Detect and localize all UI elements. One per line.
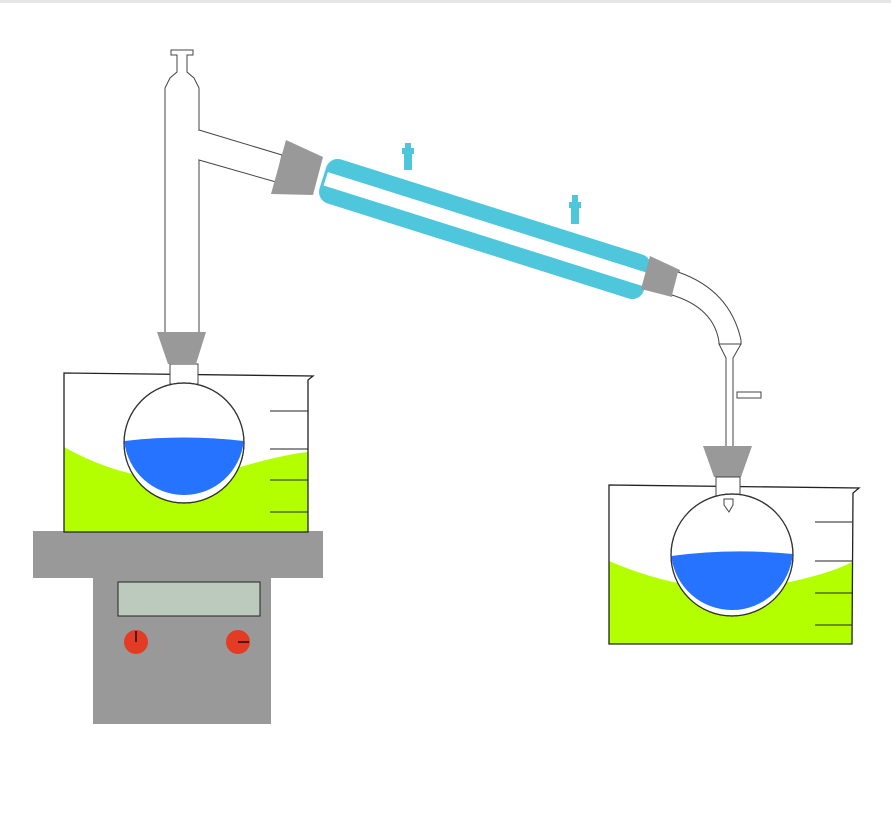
water-inlet-top <box>402 143 414 170</box>
joint-receiver <box>703 446 752 477</box>
beaker-outline-left <box>63 372 315 533</box>
heating-plate-top <box>33 531 323 578</box>
joint-condenser-inlet <box>271 140 323 195</box>
beaker-graduations-right <box>815 521 852 626</box>
knob-left[interactable] <box>124 630 148 654</box>
condenser-inner-tube <box>323 172 647 286</box>
still-head <box>157 49 323 364</box>
vacuum-port <box>736 391 762 399</box>
thermometer-adapter <box>164 49 200 335</box>
side-arm <box>198 129 283 183</box>
knob-right[interactable] <box>226 630 250 654</box>
flask-liquid-right <box>671 551 793 611</box>
receiver-adapter <box>671 271 762 513</box>
flask-neck-left <box>169 363 199 385</box>
heating-plate-display <box>117 581 261 617</box>
water-outlet <box>569 195 581 224</box>
heating-plate <box>33 531 323 724</box>
distilling-flask <box>123 363 245 504</box>
joint-left-flask <box>157 332 206 364</box>
beaker-outline-right <box>608 484 861 645</box>
flask-liquid-left <box>124 437 244 496</box>
condenser <box>319 143 680 300</box>
beaker-graduations-left <box>270 410 308 513</box>
adapter-bend <box>671 271 742 345</box>
top-border <box>0 0 891 3</box>
receiving-flask <box>670 476 794 617</box>
joint-condenser-outlet <box>641 256 680 297</box>
